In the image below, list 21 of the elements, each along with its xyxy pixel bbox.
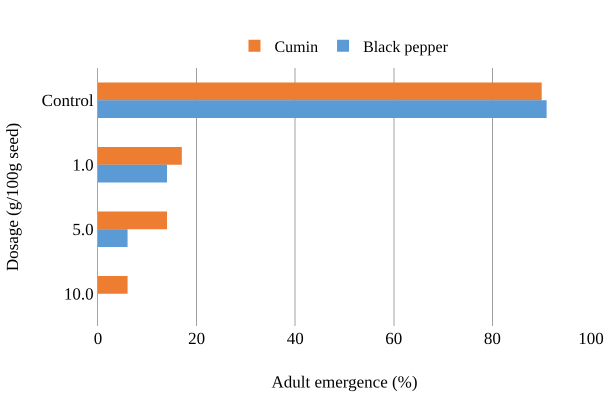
x-tick-label: 40: [286, 329, 304, 348]
y-axis-title: Dosage (g/100g seed): [3, 122, 22, 272]
x-axis-title: Adult emergence (%): [271, 372, 418, 392]
bar: [98, 164, 168, 182]
y-tick-label: 10.0: [64, 284, 94, 304]
legend-label: Black pepper: [363, 38, 449, 56]
x-tick-label: 100: [578, 329, 604, 348]
bar: [98, 100, 547, 118]
y-tick-label: 1.0: [72, 156, 94, 175]
bar: [98, 229, 128, 247]
x-tick-label: 60: [385, 329, 402, 348]
bar: [98, 82, 542, 100]
legend-label: Cumin: [274, 38, 318, 56]
x-tick-label: 80: [484, 329, 501, 348]
bar: [98, 147, 182, 165]
bar: [98, 276, 128, 294]
y-tick-label: 5.0: [72, 220, 94, 240]
x-tick-label: 0: [94, 329, 102, 348]
y-tick-label: Control: [42, 91, 94, 110]
x-tick-label: 20: [188, 329, 206, 348]
bar: [98, 212, 168, 230]
